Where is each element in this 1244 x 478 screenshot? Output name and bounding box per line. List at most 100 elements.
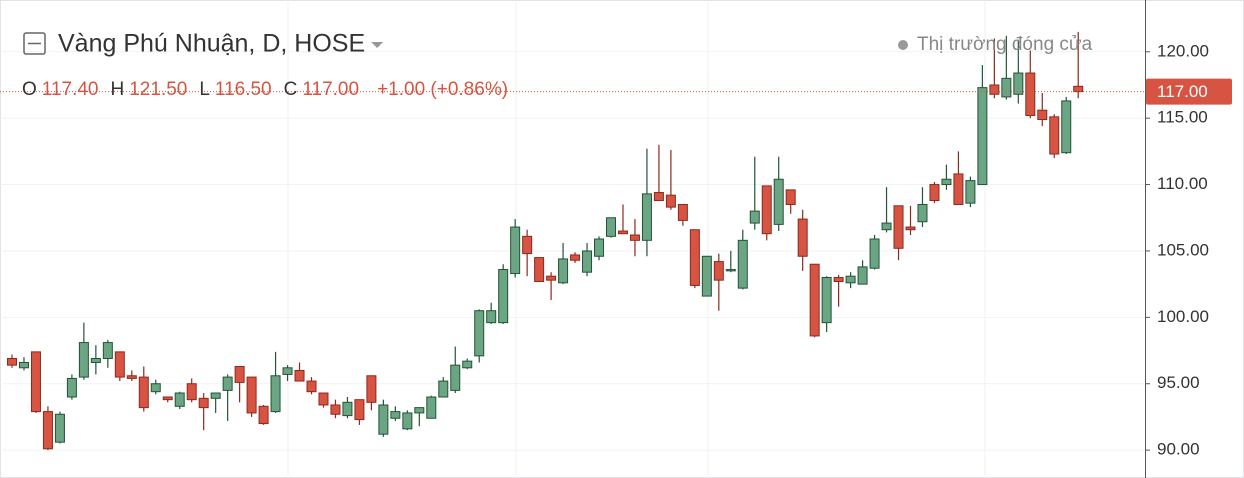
- candle-body: [162, 396, 173, 401]
- candle: [438, 377, 449, 398]
- candle-body: [582, 250, 593, 273]
- candle-body: [414, 407, 425, 414]
- chart-title: Vàng Phú Nhuận, D, HOSE: [58, 30, 365, 58]
- candle: [426, 395, 437, 419]
- collapse-icon[interactable]: [23, 32, 46, 55]
- candle-body: [258, 405, 269, 425]
- candle-body: [1001, 77, 1012, 98]
- candle-body: [941, 178, 952, 186]
- candle-body: [1061, 100, 1072, 154]
- candle: [761, 185, 772, 241]
- candle: [366, 375, 377, 411]
- candle: [1013, 39, 1024, 104]
- candle-body: [90, 358, 101, 363]
- candle: [725, 250, 736, 273]
- candle-body: [270, 375, 281, 413]
- candle: [102, 339, 113, 368]
- candle-body: [7, 358, 17, 366]
- candle-body: [917, 203, 928, 223]
- candle-body: [402, 412, 413, 430]
- dropdown-caret[interactable]: [371, 42, 384, 48]
- candle: [737, 229, 748, 290]
- candle: [1073, 31, 1084, 99]
- candle: [665, 150, 676, 210]
- ohlc-change: +1.00 (+0.86%): [377, 79, 508, 100]
- candle-body: [342, 401, 353, 417]
- candle: [594, 236, 605, 261]
- candle-body: [929, 184, 940, 201]
- candle-body: [522, 235, 533, 255]
- candle: [114, 351, 125, 382]
- candle-body: [785, 189, 796, 205]
- candle-body: [701, 255, 712, 297]
- candle: [701, 255, 712, 297]
- candle: [246, 376, 257, 417]
- candle: [1061, 96, 1072, 155]
- candle: [1025, 50, 1036, 119]
- candle: [414, 407, 425, 427]
- candle: [1001, 35, 1012, 100]
- candle-body: [689, 229, 700, 286]
- candle: [749, 156, 760, 230]
- candle: [330, 399, 341, 419]
- candle: [917, 187, 928, 228]
- candle: [845, 272, 856, 289]
- candle-body: [821, 277, 832, 324]
- candle-body: [965, 180, 976, 204]
- candle: [150, 379, 161, 395]
- candle-body: [450, 364, 461, 391]
- candle-body: [570, 254, 581, 261]
- candle-body: [186, 383, 197, 401]
- candle-body: [366, 375, 377, 403]
- candle: [78, 322, 89, 380]
- candle: [342, 397, 353, 419]
- candle: [498, 264, 509, 324]
- last-price-label: 117.00: [1157, 82, 1208, 101]
- candle: [941, 164, 952, 190]
- candle: [390, 406, 401, 421]
- candle-body: [905, 226, 916, 231]
- candle: [1049, 114, 1060, 159]
- candle-body: [462, 360, 473, 369]
- candle: [210, 392, 221, 413]
- candle-body: [438, 380, 449, 398]
- ohlc-legend: O 117.40 H 121.50 L 116.50 C 117.00 +1.00 (+0.86…: [22, 79, 508, 100]
- candle: [653, 144, 664, 201]
- candle-body: [390, 411, 401, 419]
- candle-body: [126, 375, 137, 379]
- candle-body: [474, 310, 485, 357]
- candle: [617, 204, 628, 235]
- candle: [570, 252, 581, 263]
- candle: [186, 378, 197, 403]
- candle-body: [102, 342, 113, 360]
- candle: [42, 406, 53, 451]
- vertical-grid: [287, 0, 986, 478]
- candle: [833, 274, 844, 307]
- candle-body: [114, 351, 125, 378]
- candle-body: [486, 310, 497, 324]
- candle: [378, 399, 389, 437]
- candle: [821, 276, 832, 332]
- candle: [582, 242, 593, 277]
- candle-body: [797, 218, 808, 257]
- candle: [282, 365, 293, 382]
- candle: [689, 229, 700, 289]
- candle-body: [665, 194, 676, 208]
- candle-body: [1049, 116, 1060, 155]
- ohlc-value: 117.00: [302, 79, 359, 100]
- candle-body: [725, 269, 736, 272]
- candle: [138, 366, 149, 412]
- candle-body: [318, 392, 329, 406]
- candle-body: [617, 230, 628, 235]
- candle: [1037, 92, 1048, 127]
- candle: [629, 219, 640, 257]
- candle: [785, 189, 796, 214]
- candle: [318, 392, 329, 408]
- candle-body: [641, 193, 652, 241]
- candle: [522, 229, 533, 277]
- candle-body: [1013, 72, 1024, 95]
- y-tick-label: 110.00: [1157, 174, 1208, 193]
- candles: [7, 31, 1084, 451]
- candle-body: [330, 404, 341, 415]
